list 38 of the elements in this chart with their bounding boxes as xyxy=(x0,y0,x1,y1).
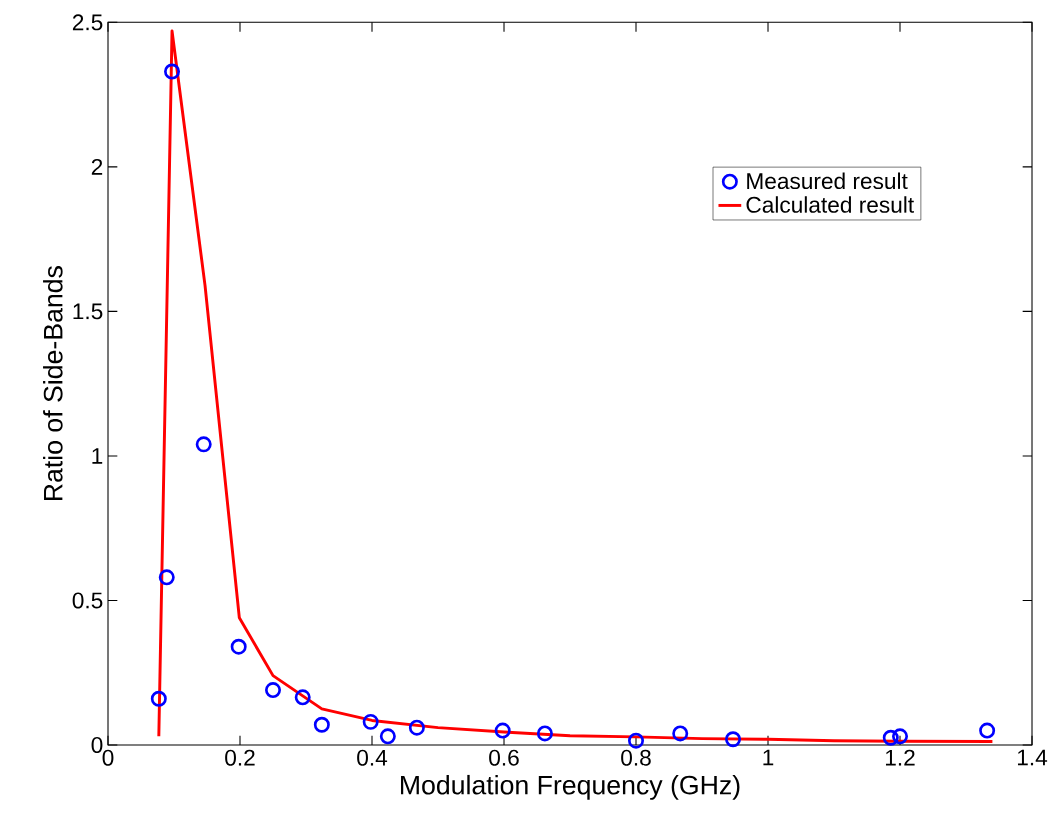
point xyxy=(313,716,330,733)
point xyxy=(362,713,379,730)
y-tick-label: 2.5 xyxy=(72,14,103,31)
x-tick-label: 1 xyxy=(763,749,774,766)
point xyxy=(882,729,899,746)
point xyxy=(628,732,645,749)
point xyxy=(672,725,689,742)
point xyxy=(725,731,742,748)
line-series xyxy=(157,29,994,743)
x-tick-label: 1.4 xyxy=(1017,749,1048,766)
x-axis-title: Modulation Frequency (GHz) xyxy=(401,774,740,800)
point xyxy=(979,722,996,739)
y-tick-label: 1 xyxy=(92,448,103,464)
point xyxy=(294,689,311,706)
x-tick-label: 0.6 xyxy=(489,749,519,766)
point xyxy=(195,436,212,453)
point xyxy=(379,728,396,745)
point xyxy=(408,719,425,736)
legend-label: Calculated result xyxy=(746,196,914,213)
point xyxy=(230,638,247,655)
point xyxy=(536,725,553,742)
y-tick-label: 0 xyxy=(91,736,103,754)
point xyxy=(494,722,511,739)
x-tick-label: 1.2 xyxy=(885,749,915,766)
x-tick-label: 0.8 xyxy=(621,749,651,766)
x-tick-label: 0.2 xyxy=(225,749,255,766)
y-tick-label: 1.5 xyxy=(73,303,103,320)
legend-label: Measured result xyxy=(747,172,908,190)
x-tick-label: 0.4 xyxy=(357,749,388,766)
point xyxy=(150,690,167,707)
y-axis-title: Ratio of Side-Bands xyxy=(43,266,63,501)
point xyxy=(892,728,909,745)
y-tick-label: 0.5 xyxy=(72,592,103,609)
point xyxy=(164,63,181,80)
y-tick-label: 2 xyxy=(91,158,103,175)
point xyxy=(158,569,175,586)
point xyxy=(264,682,282,699)
x-tick-label: 0 xyxy=(102,749,114,766)
